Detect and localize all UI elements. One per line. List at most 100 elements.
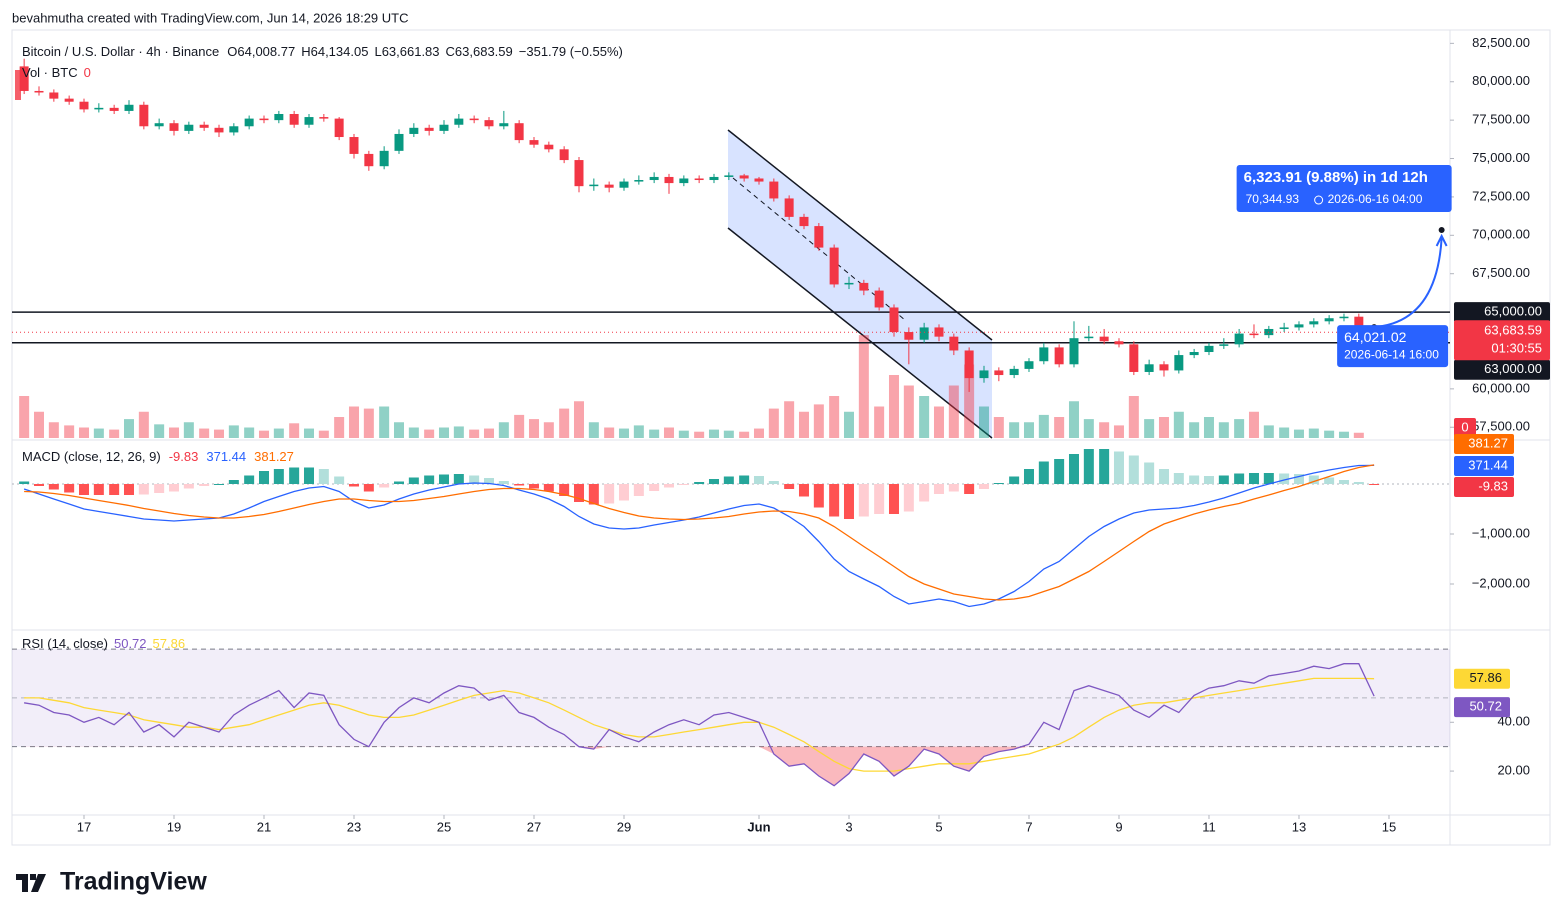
macd-histogram-bar <box>829 484 840 517</box>
candle-body <box>49 92 59 99</box>
candle-body <box>919 327 929 340</box>
volume-bar <box>784 401 795 438</box>
candle-body <box>814 226 824 248</box>
candle-body <box>199 124 209 128</box>
macd-histogram-bar <box>948 484 959 492</box>
rsi-ma-line <box>24 677 1375 772</box>
x-tick-label: 25 <box>437 819 451 834</box>
volume-bar <box>469 429 480 438</box>
candle-body <box>1324 318 1334 322</box>
candle-body <box>319 117 329 119</box>
candle-body <box>574 160 584 187</box>
candle-body <box>1174 355 1184 371</box>
volume-bar <box>33 411 44 438</box>
candle-body <box>1219 344 1229 346</box>
macd-histogram-bar <box>109 484 120 495</box>
macd-histogram-bar <box>739 475 750 484</box>
candle-body <box>124 104 134 111</box>
candle-body <box>19 66 29 91</box>
candle-body <box>619 181 629 188</box>
macd-histogram-bar <box>933 484 944 494</box>
candle-body <box>859 282 869 291</box>
projection-label: 6,323.91 (9.88%) in 1d 12h <box>1244 169 1428 186</box>
macd-histogram-bar <box>1324 477 1335 484</box>
candle-body <box>874 290 884 308</box>
macd-histogram-bar <box>903 484 914 512</box>
macd-histogram-bar <box>199 484 210 486</box>
macd-histogram-bar <box>588 484 599 505</box>
rsi-ma-badge: 57.86 <box>1469 670 1502 685</box>
macd-histogram-bar <box>618 484 629 501</box>
candle-body <box>1144 364 1154 372</box>
macd-title: MACD (close, 12, 26, 9) <box>22 449 161 464</box>
macd-histogram-bar <box>168 484 179 492</box>
macd-value: 371.44 <box>206 449 246 464</box>
volume-bar <box>1218 422 1229 438</box>
volume-bar <box>213 429 224 438</box>
candle-body <box>544 144 554 150</box>
volume-bar <box>1054 417 1065 438</box>
volume-bar <box>228 425 239 438</box>
candle-body <box>634 180 644 182</box>
macd-histogram-bar <box>813 484 824 508</box>
macd-histogram-bar <box>1158 469 1169 484</box>
candle-body <box>604 184 614 188</box>
volume-bar <box>379 406 390 438</box>
volume-bar <box>678 430 689 438</box>
candle-body <box>139 104 149 127</box>
signal-line <box>24 464 1375 601</box>
volume-bar <box>183 422 194 438</box>
macd-histogram-bar <box>708 479 719 484</box>
candle-body <box>79 101 89 110</box>
rsi-ma-value: 57.86 <box>153 636 186 651</box>
candle-body <box>154 123 164 127</box>
candle-body <box>364 153 374 167</box>
change: −351.79 (−0.55%) <box>519 44 623 59</box>
macd-histogram-bar <box>93 484 104 495</box>
macd-histogram-bar <box>919 484 930 502</box>
volume-bar <box>739 431 750 438</box>
ohlc-key: H <box>301 44 310 59</box>
volume-bar <box>1144 419 1155 438</box>
macd-histogram-bar <box>1248 473 1259 484</box>
volume-bar <box>109 429 120 438</box>
macd-histogram-bar <box>1263 473 1274 484</box>
macd-histogram-bar <box>1009 476 1020 484</box>
macd-histogram-bar <box>393 481 404 484</box>
macd-histogram-bar <box>483 478 494 484</box>
macd-histogram-bar <box>514 484 525 486</box>
macd-legend: MACD (close, 12, 26, 9) -9.83 371.44 381.27 <box>22 449 294 464</box>
candle-body <box>409 127 419 134</box>
histogram-badge-bg <box>1454 477 1514 497</box>
macd-histogram-bar <box>408 477 419 484</box>
candle-body <box>184 124 194 131</box>
x-tick-label: 11 <box>1202 819 1216 834</box>
macd-histogram-bar <box>33 484 44 486</box>
projection-target-time: 2026-06-16 04:00 <box>1328 192 1423 206</box>
volume-bar <box>64 425 75 438</box>
macd-histogram-bar <box>528 484 539 489</box>
macd-histogram-bar <box>694 482 705 484</box>
volume-bar <box>723 430 734 438</box>
candle-body <box>649 176 659 181</box>
logo-text: TradingView <box>60 868 207 896</box>
signal-badge: 381.27 <box>1468 435 1508 450</box>
candle-body <box>1279 327 1289 329</box>
volume-bar <box>528 419 539 438</box>
macd-histogram-bar <box>1189 475 1200 484</box>
macd-histogram-bar <box>78 484 89 495</box>
volume-bar <box>289 423 300 438</box>
macd-histogram-bar <box>604 484 615 504</box>
macd-histogram-bar <box>1083 449 1094 484</box>
candle-body <box>739 175 749 179</box>
volume-bar <box>138 411 149 438</box>
candle-body <box>1309 321 1319 325</box>
macd-histogram-bar <box>64 484 75 493</box>
volume-bar <box>1189 422 1200 438</box>
rsi-line <box>23 663 1375 787</box>
ohlc-key: L <box>374 44 381 59</box>
volume-bar <box>874 406 885 438</box>
macd-histogram-bar <box>424 475 435 484</box>
macd-histogram-bar <box>798 484 809 497</box>
last-price-badge: 63,683.59 <box>1484 323 1542 338</box>
